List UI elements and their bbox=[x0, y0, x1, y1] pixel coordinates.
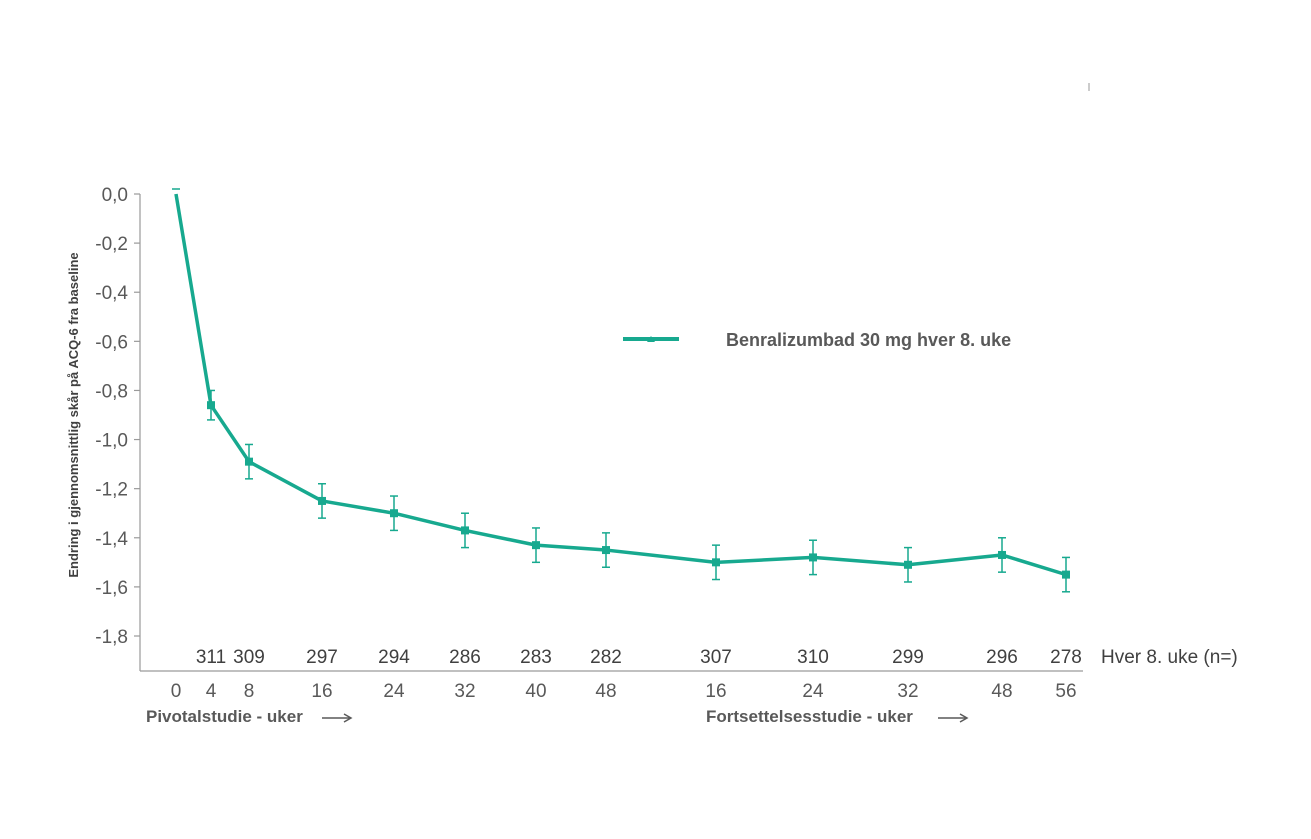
n-value: 283 bbox=[520, 647, 552, 668]
pivotal-study-label: Pivotalstudie - uker bbox=[146, 707, 303, 726]
legend: Benralizumbad 30 mg hver 8. uke bbox=[623, 330, 1011, 350]
y-tick-label: -0,4 bbox=[95, 283, 128, 304]
x-tick-label: 8 bbox=[244, 681, 255, 702]
y-tick-label: -1,0 bbox=[95, 431, 128, 452]
data-point bbox=[602, 546, 610, 555]
x-tick-label: 4 bbox=[206, 681, 217, 702]
legend-marker-icon bbox=[647, 336, 655, 342]
pivotal-arrow-icon bbox=[322, 713, 353, 723]
n-value: 307 bbox=[700, 647, 732, 668]
x-tick-label: 16 bbox=[311, 681, 332, 702]
y-tick-label: -0,6 bbox=[95, 332, 128, 353]
y-tick-label: 0,0 bbox=[102, 185, 128, 206]
x-axis-ticks: 0 4 8 16 24 32 40 48 16 24 32 48 56 bbox=[171, 681, 1077, 702]
x-tick-label: 32 bbox=[897, 681, 918, 702]
x-tick-label: 48 bbox=[991, 681, 1012, 702]
y-tick-label: -1,6 bbox=[95, 578, 128, 599]
y-tick-label: -0,8 bbox=[95, 381, 128, 402]
data-point bbox=[998, 550, 1006, 559]
extension-arrow-icon bbox=[938, 713, 969, 723]
n-value: 296 bbox=[986, 647, 1018, 668]
data-point bbox=[245, 457, 253, 466]
legend-label: Benralizumbad 30 mg hver 8. uke bbox=[726, 330, 1011, 350]
y-tick-label: -1,8 bbox=[95, 627, 128, 648]
x-tick-label: 16 bbox=[705, 681, 726, 702]
data-point bbox=[390, 509, 398, 518]
x-tick-label: 56 bbox=[1055, 681, 1076, 702]
n-value: 294 bbox=[378, 647, 410, 668]
n-value: 309 bbox=[233, 647, 265, 668]
x-tick-label: 0 bbox=[171, 681, 182, 702]
n-value: 310 bbox=[797, 647, 829, 668]
n-value: 311 bbox=[196, 647, 226, 668]
x-tick-label: 48 bbox=[595, 681, 616, 702]
series-benralizumab bbox=[172, 188, 1070, 593]
n-value: 299 bbox=[892, 647, 924, 668]
data-point bbox=[712, 558, 720, 567]
y-tick-label: -1,2 bbox=[95, 480, 128, 501]
data-point bbox=[461, 526, 469, 535]
n-value: 282 bbox=[590, 647, 622, 668]
y-tick-label: -1,4 bbox=[95, 529, 128, 550]
data-point bbox=[318, 496, 326, 505]
x-tick-label: 24 bbox=[383, 681, 405, 702]
data-point bbox=[1062, 570, 1070, 579]
data-point bbox=[207, 401, 215, 410]
data-point bbox=[809, 553, 817, 562]
n-values-row: 311 309 297 294 286 283 282 307 310 299 296 278 bbox=[196, 647, 1082, 668]
x-tick-label: 32 bbox=[454, 681, 475, 702]
series-line bbox=[174, 193, 1067, 577]
y-axis-label: Endring i gjennomsnittlig skår på ACQ-6 … bbox=[66, 252, 81, 577]
data-point bbox=[904, 560, 912, 569]
n-value: 286 bbox=[449, 647, 481, 668]
extension-study-label: Fortsettelsesstudie - uker bbox=[706, 707, 913, 726]
n-row-label: Hver 8. uke (n=) bbox=[1101, 647, 1238, 668]
n-value: 278 bbox=[1050, 647, 1082, 668]
x-tick-label: 24 bbox=[802, 681, 824, 702]
y-tick-label: -0,2 bbox=[95, 234, 128, 255]
x-tick-label: 40 bbox=[525, 681, 546, 702]
n-value: 297 bbox=[306, 647, 338, 668]
data-point bbox=[532, 541, 540, 550]
y-axis-ticks: 0,0 -0,2 -0,4 -0,6 -0,8 -1,0 -1,2 -1,4 -1,6 -1,8 bbox=[95, 185, 140, 648]
